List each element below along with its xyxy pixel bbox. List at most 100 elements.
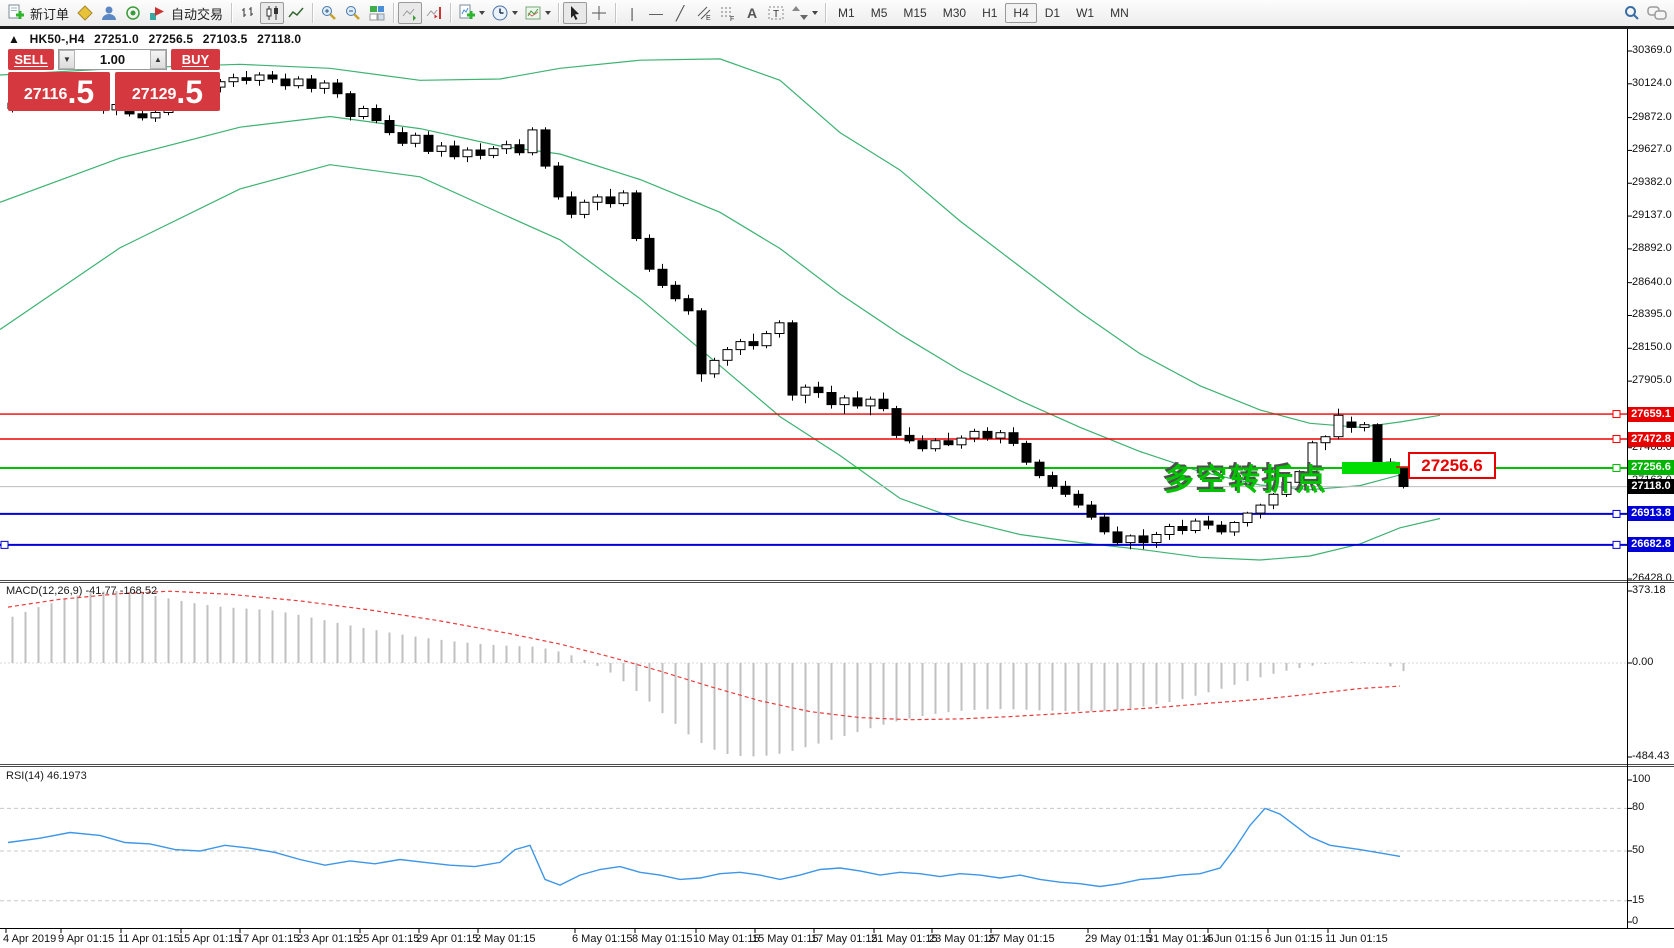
indicators-button[interactable]	[455, 2, 488, 24]
fibonacci-tool-button[interactable]: F	[716, 2, 740, 24]
timeframe-d1[interactable]: D1	[1044, 6, 1061, 20]
candle-body	[1229, 522, 1240, 533]
new-order-button[interactable]	[4, 2, 28, 24]
horizontal-line-tool-button[interactable]: —	[644, 2, 668, 24]
auto-scroll-button[interactable]	[398, 2, 423, 24]
arrows-tool-button[interactable]	[788, 2, 821, 24]
candle-body	[1398, 468, 1409, 488]
templates-button[interactable]	[521, 2, 554, 24]
ohlc-high: 27256.5	[148, 32, 194, 46]
text-tool-button[interactable]: A	[740, 2, 764, 24]
sell-price-display[interactable]: 27116.5	[8, 72, 110, 111]
svg-text:F: F	[730, 16, 734, 22]
candle-body	[1021, 442, 1032, 463]
chart-window-button[interactable]	[73, 2, 97, 24]
candle-body	[241, 77, 252, 81]
auto-trading-button[interactable]	[145, 2, 169, 24]
auto-trading-label[interactable]: 自动交易	[171, 6, 224, 22]
volume-input[interactable]: 1.00	[75, 50, 150, 69]
sell-button[interactable]: SELL	[8, 49, 54, 70]
trendline-tool-button[interactable]: ╱	[668, 2, 692, 24]
price-tag-label[interactable]: 27256.6	[1408, 452, 1496, 479]
zoom-in-button[interactable]	[317, 2, 341, 24]
candle-body	[410, 134, 421, 144]
rsi-tick-label: 15	[1632, 893, 1645, 906]
candle-body	[293, 78, 304, 87]
chart-shift-button[interactable]	[422, 2, 446, 24]
candle-body	[1216, 524, 1227, 533]
line-handle	[1612, 463, 1621, 472]
channel-icon: E	[697, 6, 711, 22]
candle-body	[930, 440, 941, 450]
candle-body	[514, 144, 525, 154]
toolbar-separator	[825, 3, 827, 23]
timeframe-h1[interactable]: H1	[982, 6, 998, 20]
cursor-tool-button[interactable]	[563, 2, 588, 24]
signals-button[interactable]	[121, 2, 145, 24]
line-chart-icon	[288, 7, 304, 18]
channel-tool-button[interactable]: E	[692, 2, 716, 24]
candle-body	[1112, 531, 1123, 544]
chart-title: ▲ HK50-,H4 27251.0 27256.5 27103.5 27118…	[8, 32, 307, 46]
price-badge: 27472.8	[1628, 431, 1674, 447]
time-tick-label: 23 May 01:15	[929, 933, 996, 945]
vertical-line-tool-button[interactable]: |	[620, 2, 644, 24]
text-label-tool-button[interactable]: T	[764, 2, 788, 24]
rsi-tick-label: 100	[1632, 773, 1651, 785]
text-label-icon: T	[768, 6, 784, 20]
timeframe-h4[interactable]: H4	[1005, 3, 1037, 23]
price-tick-label: 28150.0	[1632, 341, 1672, 354]
candle-body	[1073, 493, 1084, 506]
crosshair-tool-button[interactable]	[587, 2, 611, 24]
timeframe-w1[interactable]: W1	[1076, 6, 1095, 20]
bar-chart-icon	[242, 7, 254, 17]
candle-body	[228, 77, 239, 83]
volume-spinner: ▼ 1.00 ▲	[58, 49, 167, 70]
dropdown-caret-icon	[512, 11, 519, 15]
buy-price-display[interactable]: 27129.5	[115, 72, 220, 111]
time-tick-label: 9 Apr 01:15	[58, 933, 115, 945]
profile-button[interactable]	[97, 2, 121, 24]
candle-body	[566, 196, 577, 215]
candle-body	[462, 149, 473, 158]
highlight-rect[interactable]	[1342, 462, 1400, 474]
dropdown-caret-icon	[479, 11, 486, 15]
periods-button[interactable]	[488, 2, 521, 24]
candlestick-mode-button[interactable]	[260, 2, 285, 24]
chat-button[interactable]	[1644, 2, 1670, 24]
volume-decrease-button[interactable]: ▼	[59, 50, 75, 69]
price-tick-label: 30369.0	[1632, 44, 1672, 56]
price-badge: 27256.6	[1628, 460, 1674, 476]
svg-text:T: T	[773, 9, 779, 20]
time-tick-label: 25 Apr 01:15	[357, 933, 420, 945]
buy-button[interactable]: BUY	[171, 49, 220, 70]
candle-body	[501, 144, 512, 150]
timeframe-mn[interactable]: MN	[1110, 6, 1129, 20]
candle-body	[137, 113, 148, 119]
toolbar-separator	[393, 3, 395, 23]
candle-body	[618, 192, 629, 205]
volume-increase-button[interactable]: ▲	[150, 50, 166, 69]
candle-body	[436, 145, 447, 152]
candle-body	[488, 148, 499, 156]
candle-body	[371, 108, 382, 122]
search-button[interactable]	[1620, 2, 1644, 24]
collapse-triangle-icon[interactable]: ▲	[8, 32, 21, 46]
zoom-out-button[interactable]	[341, 2, 365, 24]
candle-body	[722, 349, 733, 361]
candle-body	[813, 386, 824, 394]
rsi-value: 46.1973	[46, 770, 87, 782]
tile-windows-button[interactable]	[365, 2, 389, 24]
timeframe-m30[interactable]: M30	[942, 6, 967, 20]
timeframe-m1[interactable]: M1	[838, 6, 855, 20]
candle-body	[1307, 442, 1318, 473]
bar-chart-mode-button[interactable]	[236, 2, 260, 24]
chart-annotation-text[interactable]: 多空转折点	[1164, 464, 1329, 497]
new-order-label[interactable]: 新订单	[30, 6, 70, 22]
candle-body	[605, 196, 616, 205]
timeframe-m15[interactable]: M15	[903, 6, 927, 20]
line-chart-mode-button[interactable]	[284, 2, 308, 24]
timeframe-m5[interactable]: M5	[870, 6, 888, 20]
time-tick-label: 10 May 01:15	[693, 933, 760, 945]
